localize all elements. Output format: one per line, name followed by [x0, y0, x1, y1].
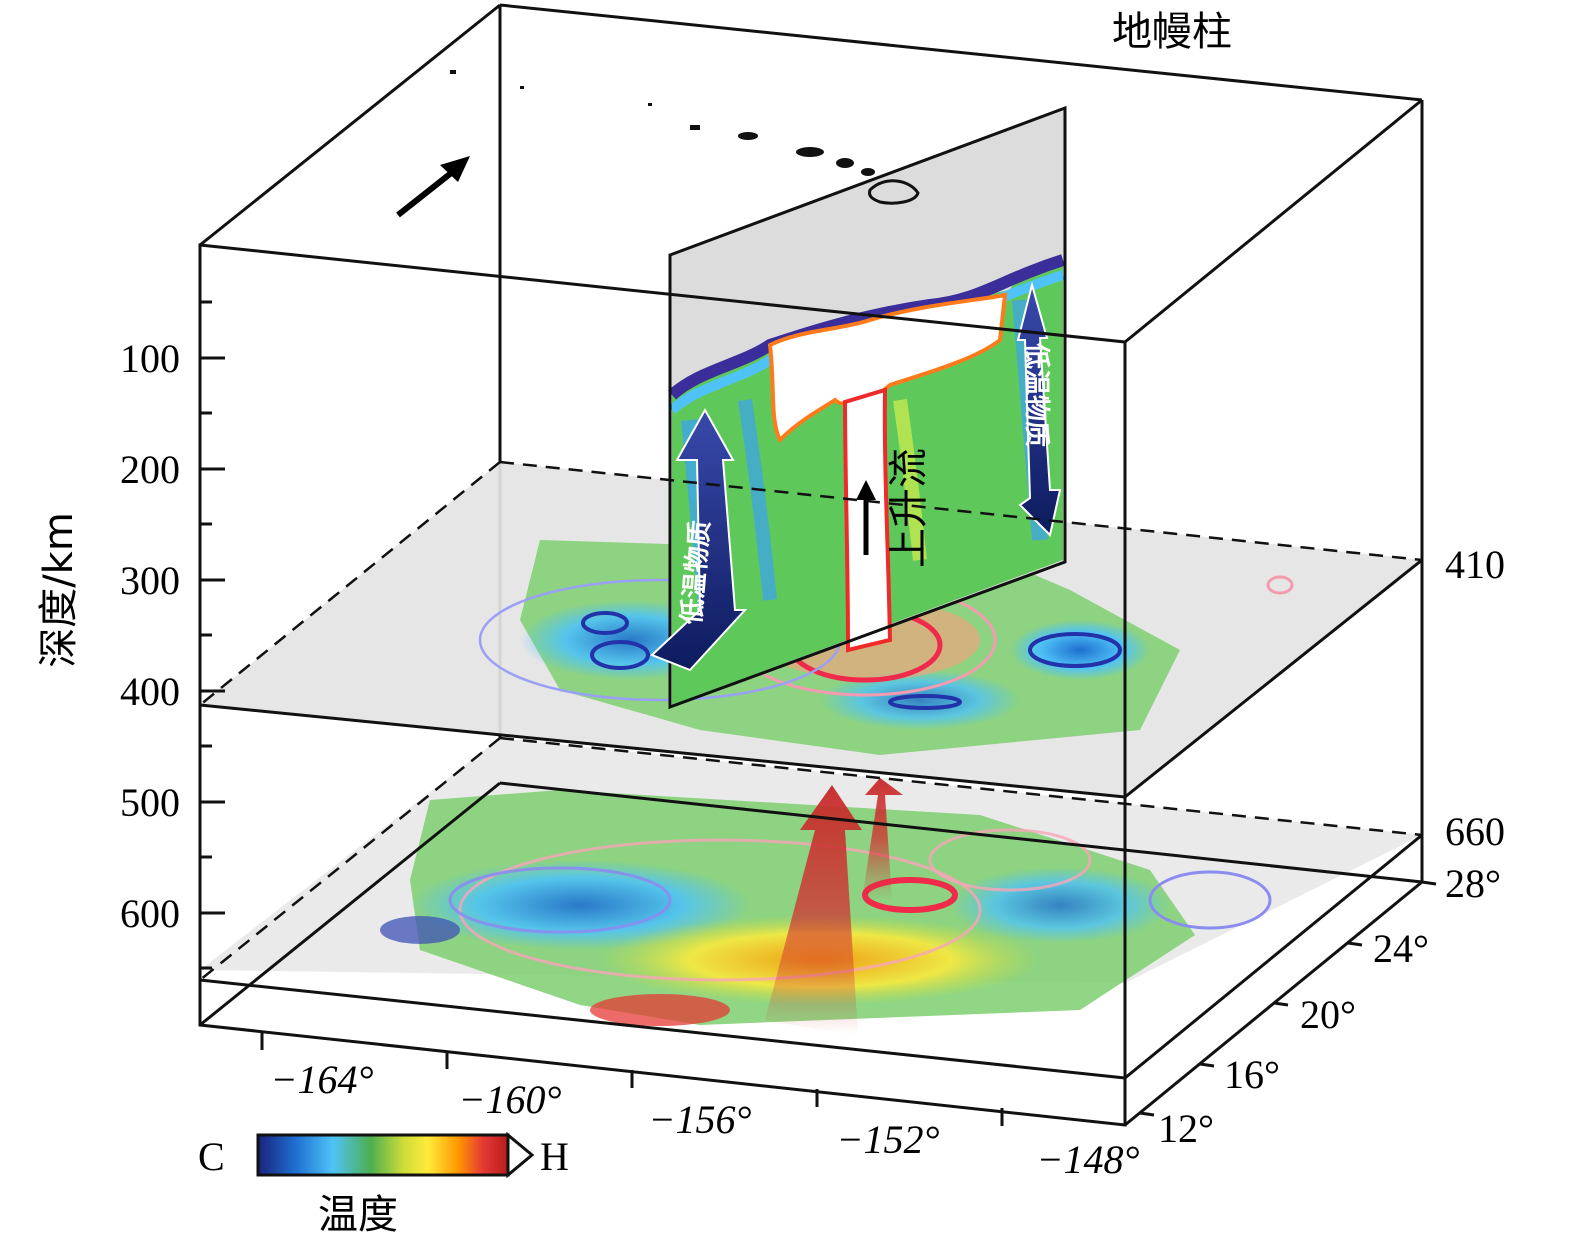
temperature-colorbar	[256, 1131, 535, 1179]
latitude-tick-label: 12°	[1158, 1106, 1214, 1151]
depth-tick-label: 600	[120, 891, 180, 936]
discontinuity-660-label: 660	[1445, 809, 1505, 854]
depth-axis-label: 深度/km	[36, 512, 82, 668]
latitude-tick-label: 20°	[1300, 992, 1356, 1037]
cold-material-label-right: 低温物质	[1021, 342, 1051, 447]
plume-upwelling-arrows	[765, 778, 903, 1035]
longitude-tick-label: −152°	[837, 1117, 940, 1162]
plate-motion-arrow-icon	[396, 156, 470, 218]
depth-tick-label: 100	[120, 336, 180, 381]
depth-axis-ticks	[200, 300, 225, 970]
longitude-axis-ticks	[260, 1032, 1004, 1126]
box-front-edges	[198, 98, 1424, 1127]
longitude-tick-label: −148°	[1037, 1137, 1140, 1182]
discontinuity-410-label: 410	[1445, 542, 1505, 587]
depth-tick-label: 500	[120, 780, 180, 825]
depth-tick-label: 300	[120, 558, 180, 603]
colorbar-low-label: C	[198, 1134, 225, 1179]
depth-tick-labels: 100 200 300 400 500 600	[120, 336, 180, 936]
title: 地幔柱	[1112, 9, 1232, 55]
surface-map	[450, 70, 920, 205]
latitude-axis-ticks	[1139, 880, 1437, 1117]
colorbar-title: 温度	[318, 1192, 398, 1238]
latitude-tick-labels: 28° 24° 20° 16° 12°	[1158, 861, 1501, 1151]
box-dashed-edges	[199, 460, 1423, 981]
latitude-tick-label: 28°	[1445, 861, 1501, 906]
longitude-tick-label: −160°	[459, 1077, 562, 1122]
longitude-tick-label: −164°	[271, 1057, 374, 1102]
depth-tick-label: 200	[120, 447, 180, 492]
cold-downwelling-arrow-right	[1016, 281, 1062, 537]
upflow-arrow-icon	[856, 480, 876, 555]
latitude-tick-label: 24°	[1373, 926, 1429, 971]
latitude-tick-label: 16°	[1224, 1052, 1280, 1097]
longitude-tick-label: −156°	[649, 1097, 752, 1142]
cold-downwelling-arrow-left	[650, 407, 748, 672]
longitude-tick-labels: −164° −160° −156° −152° −148°	[271, 1057, 1140, 1182]
vertical-cross-section	[650, 105, 1067, 710]
depth-tick-label: 400	[120, 669, 180, 714]
colorbar-high-label: H	[540, 1134, 569, 1179]
